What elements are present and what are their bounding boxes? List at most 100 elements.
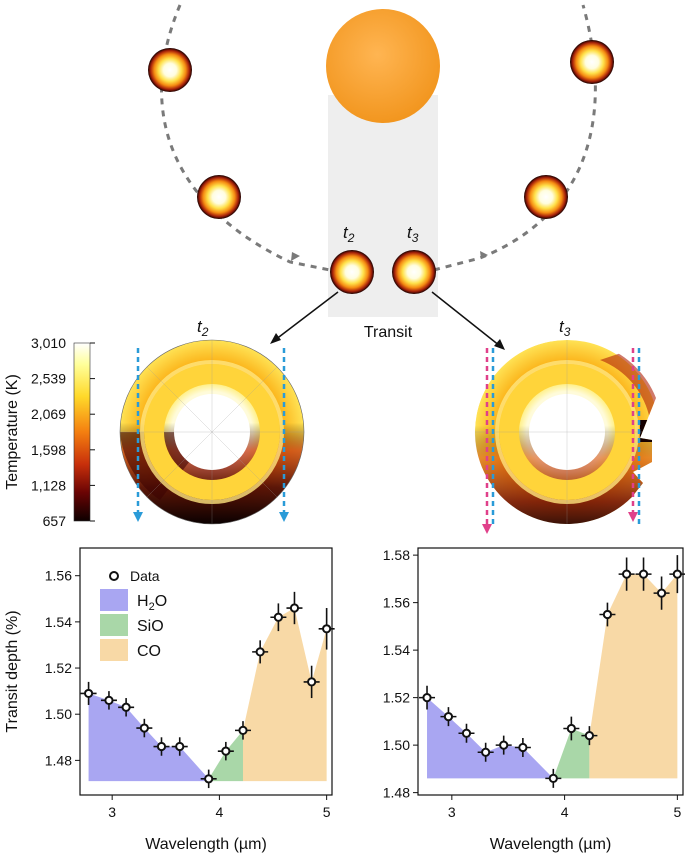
orbit-path	[160, 4, 331, 272]
data-point	[322, 624, 332, 634]
region-h2o	[88, 693, 209, 782]
data-point	[461, 728, 472, 738]
data-point	[622, 569, 632, 579]
data-point	[221, 746, 231, 756]
y-tick-label: 1.56	[383, 595, 410, 611]
region-h2o	[427, 697, 554, 779]
data-point	[602, 609, 613, 620]
data-point	[83, 688, 94, 699]
x-axis-label: Wavelength (µm)	[490, 836, 612, 853]
x-tick-label: 3	[448, 804, 456, 820]
spectrum-plot-t2: 1.48 1.50 1.52 1.54 1.56 3 4 5 Wavelength (µm) Tr…	[4, 547, 335, 853]
y-tick-label: 1.50	[383, 737, 410, 753]
arrow-head-icon	[270, 333, 281, 344]
data-point	[584, 731, 595, 741]
x-tick-label: 4	[561, 804, 569, 820]
data-point	[422, 693, 432, 703]
planet-t3	[392, 250, 436, 294]
y-tick-label: 1.56	[45, 568, 72, 584]
data-point	[672, 569, 682, 579]
colorbar-tick-label: 2,539	[31, 371, 66, 387]
colorbar-tick-label: 1,598	[31, 442, 66, 458]
data-point	[238, 725, 248, 735]
data-point	[443, 712, 454, 722]
legend-h2o-swatch	[100, 589, 128, 611]
data-point	[481, 747, 491, 757]
colorbar-tick-label: 3,010	[31, 335, 66, 351]
transit-label: Transit	[364, 324, 413, 341]
legend: Data H2O SiO CO	[100, 568, 167, 661]
t2-orbit-label: t2	[343, 223, 355, 245]
colorbar-scale	[73, 342, 91, 522]
orbit-arrow-icon	[480, 251, 488, 259]
data-point	[307, 677, 317, 687]
orbit-path	[433, 4, 597, 272]
y-tick-label: 1.52	[383, 690, 410, 706]
temperature-map-t3: t3	[474, 317, 656, 534]
y-tick-label: 1.48	[45, 752, 72, 768]
x-tick-label: 3	[108, 804, 116, 820]
legend-sio-label: SiO	[137, 618, 164, 635]
y-axis-label: Transit depth (%)	[4, 610, 21, 732]
y-tick-label: 1.48	[383, 785, 410, 801]
legend-h2o-label: H2O	[137, 593, 167, 613]
x-tick-label: 4	[216, 804, 224, 820]
pointer-arrow	[274, 291, 339, 341]
limb-arrow-icon	[133, 512, 143, 522]
x-tick-label: 5	[323, 804, 331, 820]
limb-arrow-icon	[279, 512, 289, 522]
planet-phase	[524, 175, 568, 219]
map-t2-title: t2	[197, 317, 209, 339]
region-co	[242, 608, 327, 782]
data-point	[204, 774, 214, 784]
data-point	[638, 569, 649, 579]
data-point	[289, 603, 300, 613]
temperature-map-t2: t2	[119, 317, 305, 525]
region-co	[589, 574, 678, 779]
data-point	[566, 723, 576, 734]
x-axis-label: Wavelength (µm)	[145, 836, 267, 853]
data-point	[121, 702, 131, 712]
colorbar: Temperature (K) 3,010 2,539 2,069 1,598 1,12…	[4, 335, 95, 529]
host-star	[326, 9, 440, 123]
limb-arrow-icon	[482, 524, 492, 534]
data-point	[255, 647, 265, 657]
data-point	[518, 742, 528, 753]
orbit-diagram: t2 t3 Transit	[148, 4, 614, 350]
colorbar-tick-label: 1,128	[31, 477, 66, 493]
y-tick-label: 1.54	[383, 642, 410, 658]
colorbar-tick-label: 657	[43, 513, 67, 529]
region-sio	[553, 728, 590, 779]
y-tick-label: 1.58	[383, 547, 410, 563]
data-point	[548, 773, 558, 783]
legend-sio-swatch	[100, 614, 128, 636]
y-tick-label: 1.52	[45, 660, 72, 676]
spectrum-plot-t3: 1.48 1.50 1.52 1.54 1.56 1.58 3 4 5 Wavelength (µ…	[383, 547, 685, 853]
y-tick-label: 1.54	[45, 614, 72, 630]
planet-phase	[148, 48, 192, 92]
legend-data-label: Data	[130, 568, 160, 584]
t3-orbit-label: t3	[407, 223, 419, 245]
limb-arrow-icon	[628, 512, 638, 522]
planet-phase	[197, 175, 241, 219]
plot-frame	[79, 547, 333, 796]
plot-frame	[417, 547, 684, 796]
data-point	[139, 723, 149, 733]
planet-phase	[570, 40, 614, 84]
colorbar-label: Temperature (K)	[4, 374, 21, 490]
data-point	[499, 740, 509, 750]
orbit-arrow-icon	[291, 252, 300, 261]
colorbar-tick-label: 2,069	[31, 406, 66, 422]
pointer-arrow	[431, 291, 501, 347]
data-point	[656, 588, 667, 598]
map-t3-title: t3	[559, 317, 571, 339]
arrow-head-icon	[494, 339, 505, 350]
legend-data-marker	[109, 571, 119, 581]
x-tick-label: 5	[673, 804, 681, 820]
legend-co-label: CO	[137, 643, 161, 660]
data-point	[175, 741, 185, 752]
data-point	[104, 695, 114, 705]
data-point	[156, 741, 167, 752]
planet-t2	[330, 250, 374, 294]
